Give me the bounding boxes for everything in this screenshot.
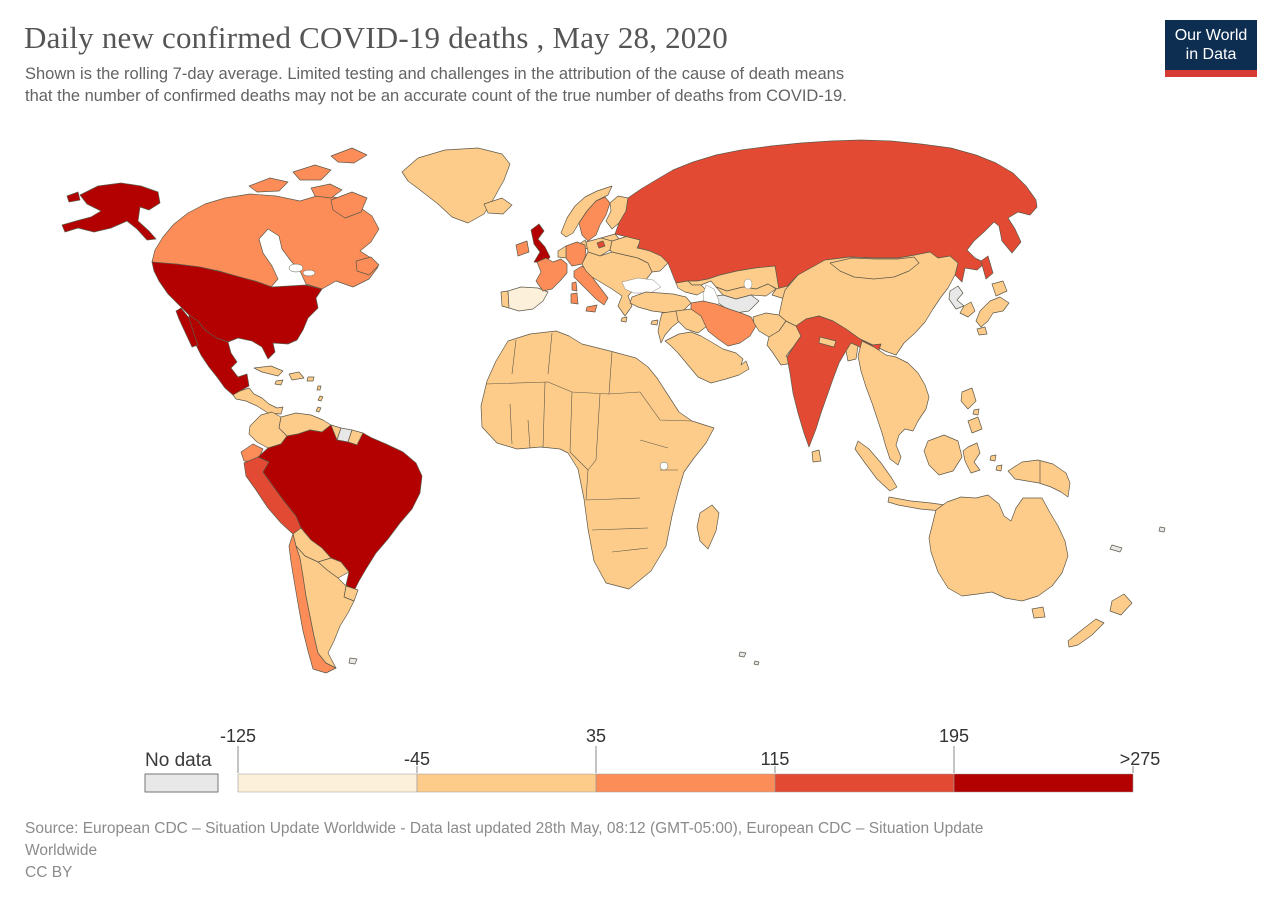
country-spain[interactable]: [507, 286, 549, 312]
legend-bin-3[interactable]: [595, 773, 776, 793]
owid-logo[interactable]: Our World in Data: [1165, 20, 1257, 77]
country-cuba: [253, 365, 284, 377]
country-argentina[interactable]: [295, 545, 355, 669]
country-japan[interactable]: [975, 280, 1010, 336]
legend-bin-1[interactable]: [237, 773, 418, 793]
country-mongolia[interactable]: [829, 256, 920, 280]
legend-no-data-swatch[interactable]: [144, 773, 219, 793]
legend-tick-115: 115: [761, 749, 790, 769]
country-iceland[interactable]: [483, 197, 513, 215]
owid-logo-line2: in Data: [1185, 46, 1237, 63]
country-iran[interactable]: [690, 300, 757, 347]
pacific-islands-no-data[interactable]: [1109, 526, 1166, 553]
country-falkland-islands[interactable]: [348, 657, 358, 665]
region-benelux[interactable]: [557, 245, 567, 259]
country-ireland[interactable]: [515, 240, 530, 257]
country-north-korea[interactable]: [948, 285, 965, 310]
country-greenland[interactable]: [401, 147, 511, 224]
region-kaliningrad[interactable]: [596, 240, 606, 249]
country-france[interactable]: [535, 257, 578, 292]
source-line-2: Worldwide: [25, 842, 98, 859]
country-new-caledonia: [1109, 544, 1123, 553]
legend-tick-195: 195: [939, 726, 969, 746]
license-label[interactable]: CC BY: [25, 864, 73, 881]
country-philippines[interactable]: [960, 387, 983, 434]
subtitle-line-1: Shown is the rolling 7-day average. Limi…: [25, 65, 845, 83]
legend-tick-minus45: -45: [404, 749, 430, 769]
country-australia[interactable]: [928, 494, 1069, 602]
great-lakes: [288, 263, 316, 277]
region-arabian-peninsula[interactable]: [664, 331, 750, 384]
country-sri-lanka[interactable]: [811, 449, 822, 463]
country-new-zealand[interactable]: [1067, 593, 1133, 648]
legend-tick-over275: >275: [1120, 749, 1161, 769]
aral-sea: [743, 278, 753, 290]
country-nepal[interactable]: [818, 336, 837, 348]
country-united-kingdom[interactable]: [530, 223, 551, 264]
country-cyprus: [650, 319, 659, 326]
legend-bin-4[interactable]: [774, 773, 955, 793]
map-legend: No data -125 35 195 -45: [144, 726, 1160, 793]
country-puerto-rico: [306, 376, 315, 382]
southern-islands-no-data[interactable]: [738, 651, 760, 666]
legend-tick-35: 35: [586, 726, 606, 746]
country-pakistan[interactable]: [766, 320, 802, 366]
lake-victoria: [659, 461, 669, 471]
continent-africa[interactable]: [480, 330, 715, 590]
region-southeast-asia[interactable]: [857, 340, 930, 466]
country-tasmania[interactable]: [1031, 606, 1046, 619]
country-papua-new-guinea[interactable]: [1007, 459, 1071, 498]
legend-color-bar: [237, 773, 1134, 793]
country-sweden[interactable]: [578, 196, 611, 242]
country-turkey[interactable]: [629, 291, 692, 326]
legend-bin-5[interactable]: [953, 773, 1134, 793]
country-jamaica: [274, 379, 284, 386]
legend-ticks: [237, 746, 1134, 773]
country-mexico[interactable]: [175, 307, 250, 396]
subtitle-line-2: that the number of confirmed deaths may …: [25, 87, 847, 105]
legend-no-data-label: No data: [145, 750, 212, 771]
page-title: Daily new confirmed COVID-19 deaths , Ma…: [24, 20, 728, 55]
country-bangladesh[interactable]: [845, 342, 859, 362]
country-hispaniola: [288, 371, 305, 381]
black-sea: [621, 277, 662, 294]
country-china[interactable]: [778, 251, 959, 356]
region-central-america[interactable]: [232, 387, 284, 415]
map-footer: Source: European CDC – Situation Update …: [25, 818, 1260, 884]
country-fiji: [1158, 526, 1166, 533]
country-india[interactable]: [786, 315, 882, 448]
region-caribbean[interactable]: [253, 365, 324, 413]
country-madagascar[interactable]: [696, 504, 720, 550]
country-brazil[interactable]: [257, 424, 423, 592]
country-italy[interactable]: [570, 265, 609, 313]
legend-tick-labels: -125 35 195 -45 115 >275: [220, 726, 1160, 769]
africa-internal-borders: [485, 332, 693, 553]
source-line-1: Source: European CDC – Situation Update …: [25, 820, 984, 837]
owid-logo-line1: Our World: [1174, 27, 1248, 44]
page-subtitle: Shown is the rolling 7-day average. Limi…: [25, 63, 1155, 107]
legend-tick-minus125: -125: [220, 726, 256, 746]
country-usa-alaska[interactable]: [61, 182, 161, 241]
country-canada[interactable]: [151, 147, 380, 290]
legend-bin-2[interactable]: [416, 773, 597, 793]
country-indonesia[interactable]: [854, 434, 1003, 518]
country-south-korea[interactable]: [959, 301, 976, 318]
